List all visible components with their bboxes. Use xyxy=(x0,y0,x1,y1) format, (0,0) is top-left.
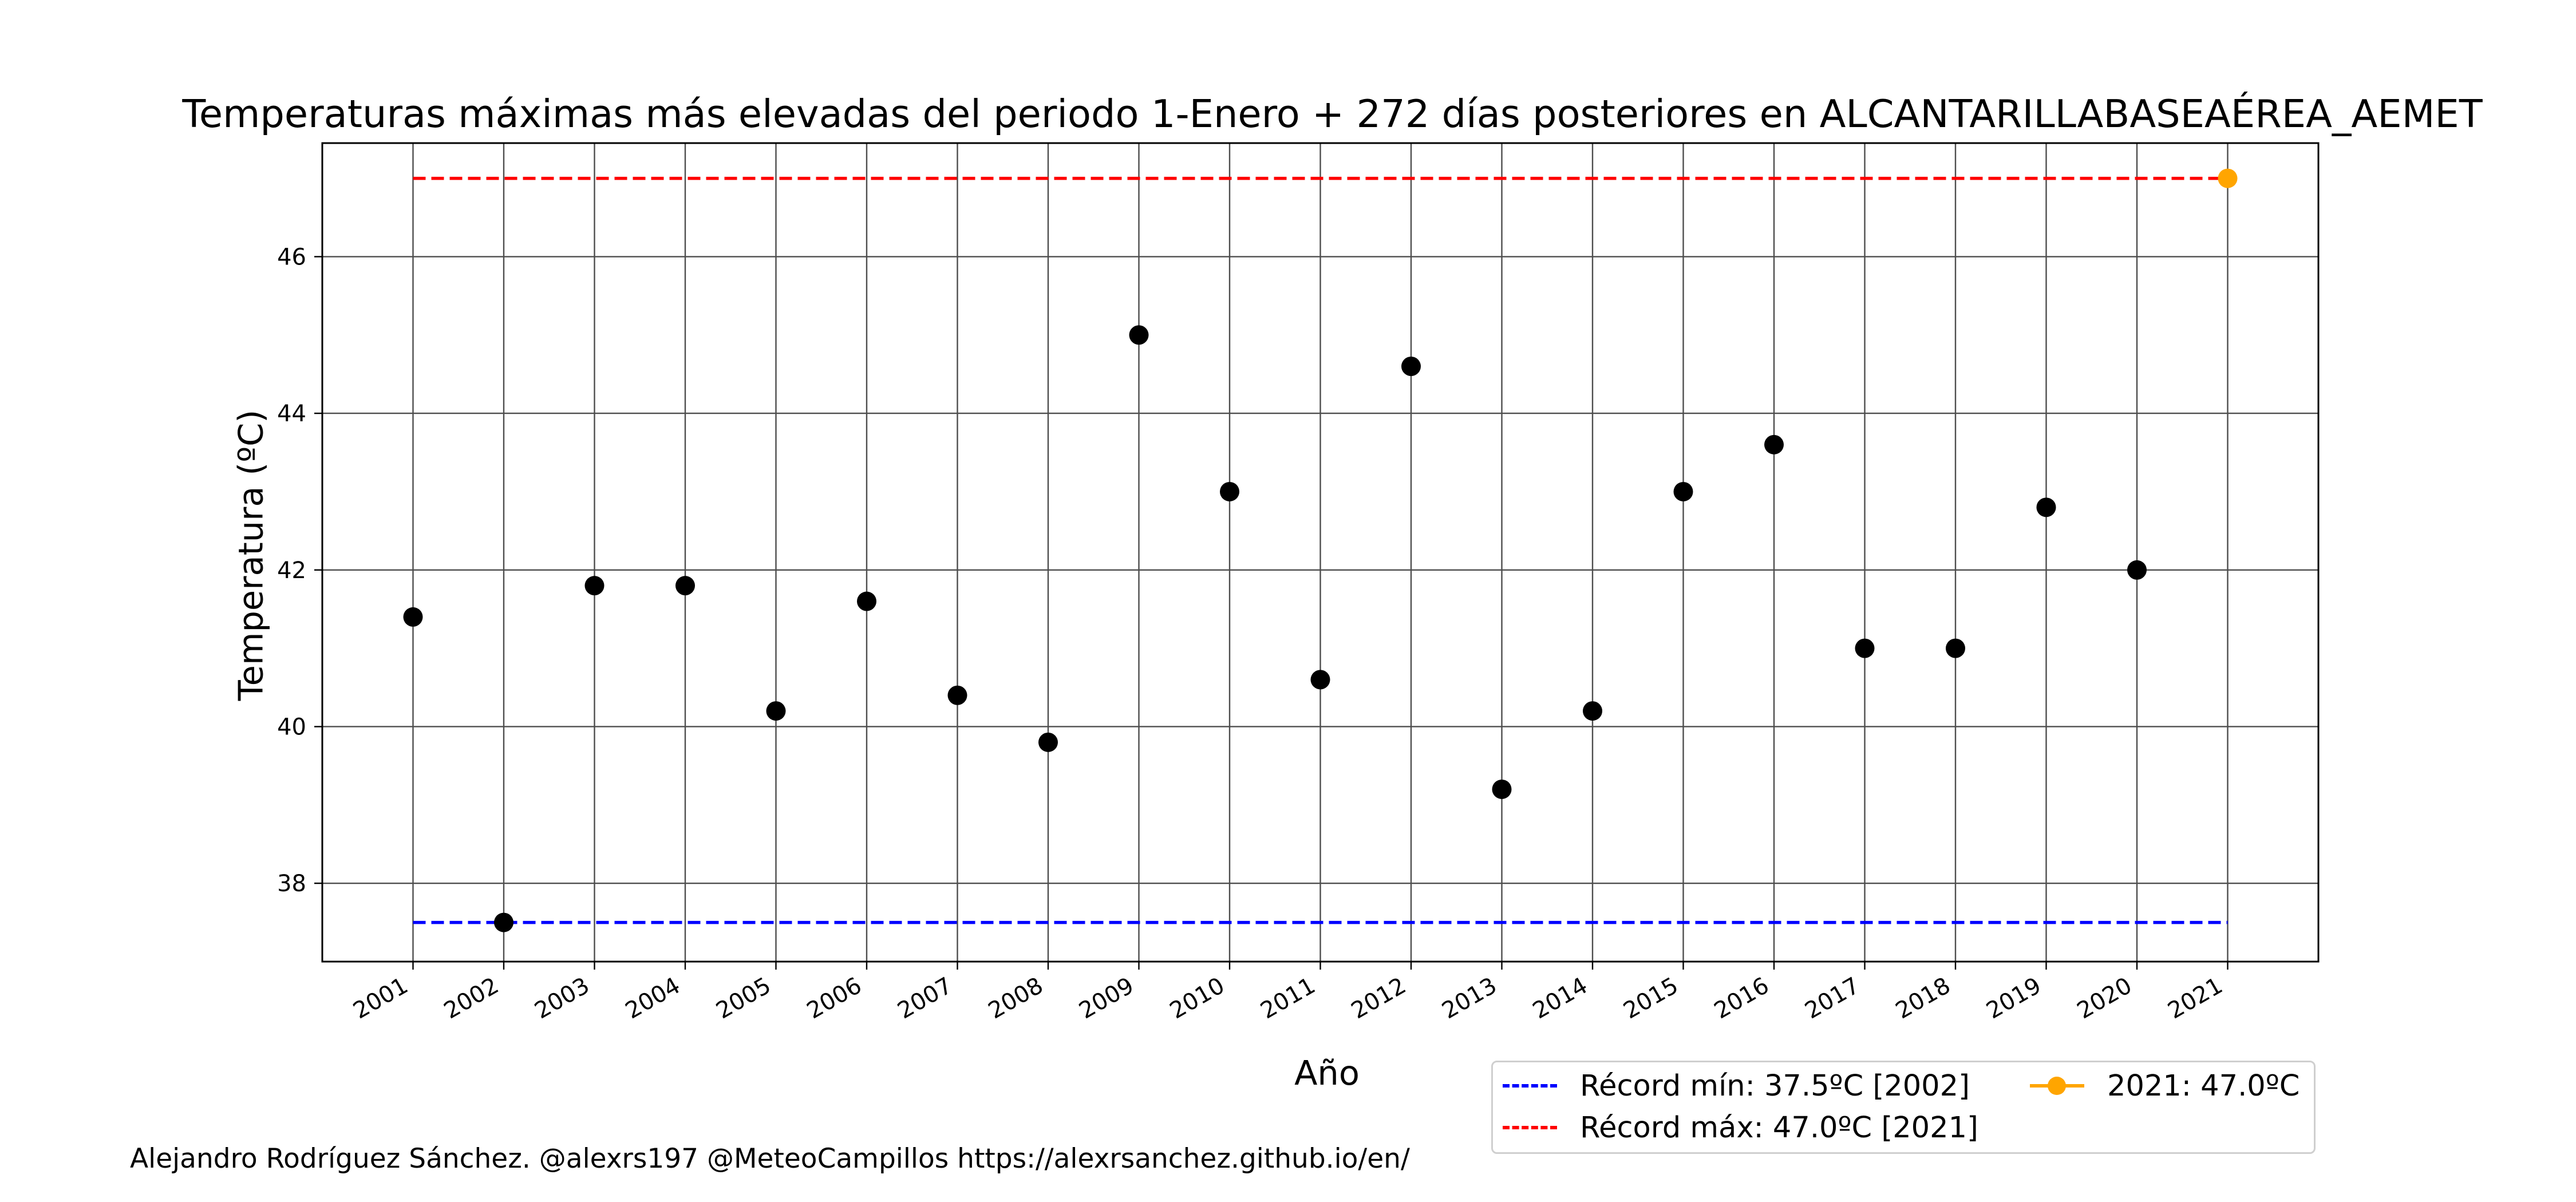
x-tick-label: 2012 xyxy=(1347,972,1411,1025)
y-tick-label: 46 xyxy=(277,244,306,270)
data-point xyxy=(1583,701,1602,721)
legend-label-record-min: Récord mín: 37.5ºC [2002] xyxy=(1580,1069,1970,1103)
data-point xyxy=(584,576,605,596)
data-point xyxy=(1492,779,1512,799)
x-tick-label: 2015 xyxy=(1619,972,1682,1025)
x-tick-label: 2007 xyxy=(893,972,957,1025)
x-tick-label: 2021 xyxy=(2163,972,2227,1025)
legend-swatch-record-max xyxy=(1503,1126,1557,1129)
chart-title: Temperaturas máximas más elevadas del pe… xyxy=(182,92,2483,136)
data-point xyxy=(2127,560,2147,580)
x-tick-label: 2005 xyxy=(712,972,775,1025)
x-tick-label: 2004 xyxy=(621,972,685,1025)
y-tick-label: 38 xyxy=(277,871,306,897)
x-tick-label: 2002 xyxy=(440,972,503,1025)
chart-legend: Récord mín: 37.5ºC [2002] Récord máx: 47… xyxy=(1491,1061,2316,1154)
data-point xyxy=(675,576,695,596)
x-tick-label: 2020 xyxy=(2073,972,2136,1025)
data-point xyxy=(1038,732,1058,752)
x-tick-label: 2009 xyxy=(1074,972,1138,1025)
data-point xyxy=(1310,670,1330,690)
y-tick-label: 42 xyxy=(277,557,306,584)
x-axis-label: Año xyxy=(1294,1053,1360,1093)
x-tick-label: 2014 xyxy=(1528,972,1592,1025)
legend-label-current-year: 2021: 47.0ºC xyxy=(2107,1069,2300,1103)
y-axis-label: Temperatura (ºC) xyxy=(231,409,271,701)
x-tick-label: 2001 xyxy=(349,972,412,1025)
data-point xyxy=(494,912,513,932)
x-tick-label: 2019 xyxy=(1982,972,2045,1025)
data-point xyxy=(1764,434,1784,454)
data-point xyxy=(1673,481,1693,501)
legend-item-record-min: Récord mín: 37.5ºC [2002] xyxy=(1503,1069,1970,1103)
legend-item-record-max: Récord máx: 47.0ºC [2021] xyxy=(1503,1110,1978,1145)
legend-label-record-max: Récord máx: 47.0ºC [2021] xyxy=(1580,1110,1978,1145)
x-tick-label: 2017 xyxy=(1800,972,1864,1025)
plot-frame xyxy=(321,142,2320,963)
x-tick-label: 2006 xyxy=(803,972,866,1025)
data-point xyxy=(2036,497,2056,517)
data-point xyxy=(947,685,967,705)
data-point xyxy=(766,701,786,721)
data-point xyxy=(403,607,423,627)
data-point xyxy=(857,591,876,611)
y-tick-label: 44 xyxy=(277,401,306,427)
legend-swatch-record-min xyxy=(1503,1084,1557,1088)
legend-swatch-current-year xyxy=(2030,1077,2084,1095)
data-point xyxy=(1220,481,1239,501)
x-tick-label: 2018 xyxy=(1891,972,1955,1025)
current-year-point xyxy=(2218,168,2238,188)
x-tick-label: 2016 xyxy=(1710,972,1773,1025)
x-tick-label: 2003 xyxy=(530,972,594,1025)
data-point xyxy=(1401,357,1421,376)
legend-item-current-year: 2021: 47.0ºC xyxy=(2030,1069,2300,1103)
x-tick-label: 2011 xyxy=(1256,972,1319,1025)
data-point xyxy=(1129,325,1149,345)
x-tick-label: 2013 xyxy=(1437,972,1501,1025)
data-point xyxy=(1855,638,1875,658)
x-tick-label: 2008 xyxy=(984,972,1048,1025)
footer-credit: Alejandro Rodríguez Sánchez. @alexrs197 … xyxy=(130,1143,1410,1175)
data-point xyxy=(1946,638,1965,658)
y-tick-label: 40 xyxy=(277,714,306,740)
x-tick-label: 2010 xyxy=(1165,972,1229,1025)
